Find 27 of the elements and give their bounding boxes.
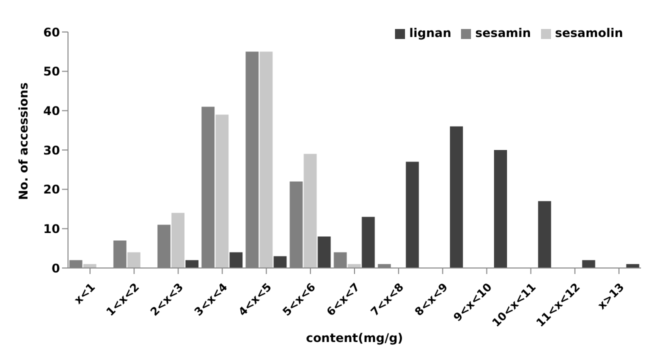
bar bbox=[185, 260, 198, 268]
bar bbox=[274, 256, 287, 268]
bar bbox=[304, 154, 317, 268]
y-axis-title: No. of accessions bbox=[16, 82, 30, 200]
bar bbox=[362, 216, 375, 268]
y-tick-label: 20 bbox=[43, 182, 60, 197]
bar bbox=[450, 126, 463, 268]
bar bbox=[171, 212, 184, 268]
y-tick-label: 30 bbox=[43, 143, 60, 158]
bar bbox=[582, 260, 596, 268]
y-tick-label: 60 bbox=[43, 25, 60, 40]
y-tick-label: 0 bbox=[52, 261, 60, 276]
y-tick-label: 40 bbox=[43, 104, 60, 118]
legend-label: sesamolin bbox=[554, 26, 623, 40]
x-axis-title: content(mg/g) bbox=[306, 331, 404, 345]
bar bbox=[260, 52, 273, 268]
legend-label: lignan bbox=[409, 26, 452, 40]
bar bbox=[406, 162, 419, 268]
bar bbox=[318, 236, 331, 268]
bar bbox=[127, 252, 140, 268]
y-tick-label: 10 bbox=[43, 222, 60, 236]
bar bbox=[230, 252, 243, 268]
bar bbox=[538, 201, 552, 268]
y-tick-label: 50 bbox=[43, 64, 60, 79]
bar bbox=[216, 114, 229, 268]
legend-label: sesamin bbox=[475, 26, 531, 40]
bar bbox=[494, 150, 508, 268]
